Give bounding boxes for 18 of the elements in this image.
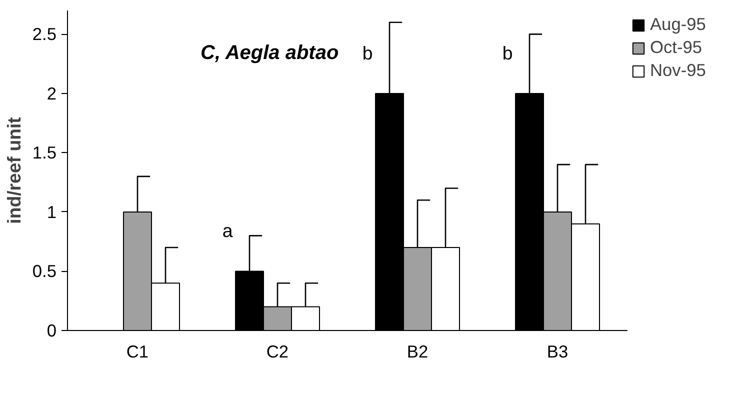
annotation: a bbox=[222, 220, 234, 242]
legend-label: Oct-95 bbox=[650, 37, 702, 58]
legend-label: Aug-95 bbox=[650, 14, 706, 35]
text: C, Aegla abtao bbox=[200, 42, 339, 64]
y-tick-label: 1.5 bbox=[32, 142, 57, 163]
y-tick-label: 2 bbox=[46, 83, 57, 104]
annotation: b bbox=[502, 42, 513, 64]
y-tick-label: 2.5 bbox=[32, 24, 57, 44]
y-axis-title: ind/reef unit bbox=[3, 117, 24, 224]
x-tick-label: C2 bbox=[266, 342, 289, 362]
y-tick-label: 0.5 bbox=[32, 261, 57, 282]
legend-label: Nov-95 bbox=[650, 60, 706, 81]
y-tick-label: 0 bbox=[46, 320, 57, 340]
x-tick-label: C1 bbox=[126, 342, 149, 362]
x-tick-label: B2 bbox=[406, 342, 428, 362]
annotation: b bbox=[362, 42, 373, 64]
y-tick-label: 1 bbox=[46, 202, 57, 222]
x-tick-label: B3 bbox=[546, 342, 568, 362]
